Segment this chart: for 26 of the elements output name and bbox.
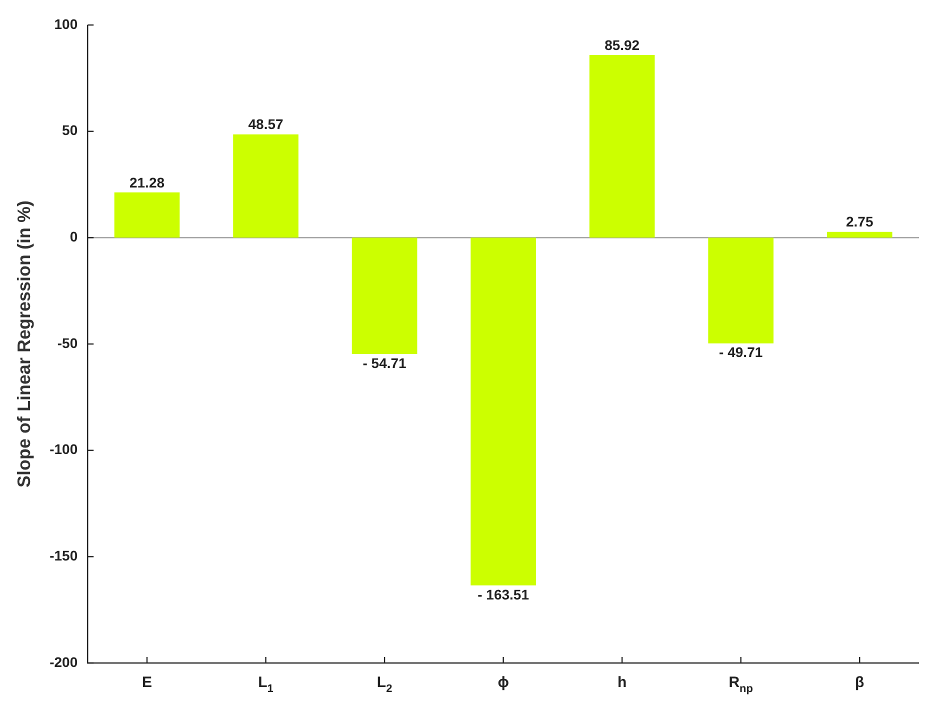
x-tick-label: β (855, 674, 864, 691)
bar (589, 54, 655, 238)
x-tick-label: E (142, 674, 152, 691)
y-tick-label: -200 (50, 654, 78, 670)
bar (826, 232, 892, 238)
bar (352, 238, 418, 354)
bar (233, 134, 298, 238)
data-label: - 49.71 (719, 344, 763, 360)
y-tick-label: -50 (57, 334, 78, 351)
y-tick-label: -100 (50, 441, 78, 458)
data-label: 85.92 (604, 36, 640, 53)
bar (114, 192, 180, 238)
data-label: 21.28 (129, 174, 165, 190)
y-tick-label: 100 (54, 16, 78, 32)
data-label: - 54.71 (362, 354, 407, 371)
y-axis-title: Slope of Linear Regression (in %) (14, 200, 34, 488)
data-label: 2.75 (846, 214, 874, 230)
bar (708, 238, 774, 344)
y-tick-label: 50 (62, 122, 78, 138)
x-tick-label: ϕ (498, 674, 509, 691)
data-label: 48.57 (248, 116, 284, 132)
bar (470, 238, 536, 586)
y-tick-label: -150 (50, 548, 78, 564)
y-tick-label: 0 (70, 228, 78, 245)
data-label: - 163.51 (478, 586, 530, 602)
x-tick-label: h (617, 674, 627, 691)
